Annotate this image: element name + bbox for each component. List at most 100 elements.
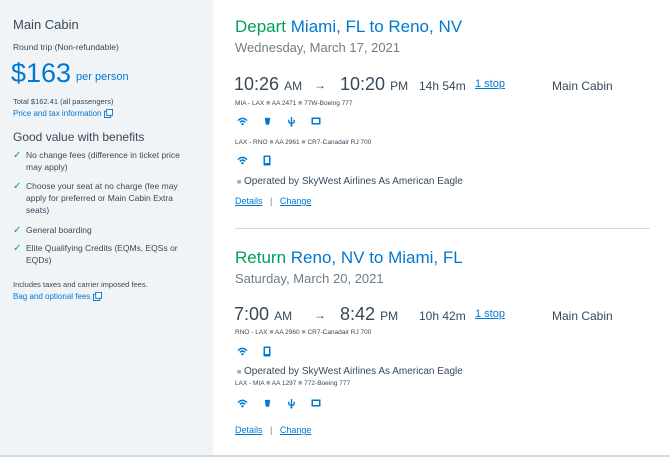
total-price: Total $162.41 (all passengers) bbox=[13, 97, 114, 106]
depart-segment-1: MIA - LAX ■ AA 2471 ■ 77W-Boeing 777 bbox=[235, 100, 353, 107]
depart-segment-2: LAX - RNO ■ AA 2961 ■ CR7-Canadair RJ 70… bbox=[235, 139, 371, 146]
cabin-title: Main Cabin bbox=[13, 17, 79, 32]
return-label: Return bbox=[235, 248, 287, 267]
benefit-line: Elite Qualifying Credits (EQMs, EQSs or bbox=[26, 243, 178, 253]
benefit-line: may apply) bbox=[26, 162, 68, 172]
flight-number: AA 2961 bbox=[275, 139, 300, 146]
benefit-text: Choose your seat at no charge (fee may a… bbox=[26, 180, 178, 216]
return-seg2-amenities bbox=[237, 395, 321, 413]
depart-change-link[interactable]: Change bbox=[279, 196, 312, 206]
food-icon bbox=[264, 400, 271, 408]
arrow-right-icon: → bbox=[314, 78, 326, 92]
return-duration: 10h 42m bbox=[419, 309, 466, 323]
return-departure-time: 7:00 AM bbox=[234, 304, 292, 325]
benefit-line: General boarding bbox=[26, 225, 92, 235]
depart-stops-link[interactable]: 1 stop bbox=[475, 78, 505, 90]
time-value: 8:42 bbox=[340, 304, 376, 324]
price-tax-info-link-label[interactable]: Price and tax information bbox=[13, 109, 102, 118]
link-separator: | bbox=[270, 196, 273, 206]
taxes-note: Includes taxes and carrier imposed fees. bbox=[13, 280, 148, 289]
benefit-item: ✓ bbox=[13, 224, 21, 237]
separator-dot: ■ bbox=[266, 100, 271, 107]
separator-dot: ■ bbox=[237, 369, 242, 376]
separator-dot: ■ bbox=[301, 329, 306, 336]
return-route: Reno, NV to Miami, FL bbox=[290, 248, 463, 267]
benefit-line: seats) bbox=[26, 205, 50, 215]
depart-route: Miami, FL to Reno, NV bbox=[290, 17, 463, 36]
flight-number: AA 1297 bbox=[271, 380, 297, 387]
benefit-item: ✓ bbox=[13, 180, 21, 193]
aircraft-type: CR7-Canadair RJ 700 bbox=[307, 329, 372, 336]
separator-dot: ■ bbox=[266, 380, 271, 387]
power-icon bbox=[287, 116, 295, 127]
bag-fees-link-label[interactable]: Bag and optional fees bbox=[13, 292, 91, 301]
trip-type: Round trip (Non-refundable) bbox=[13, 42, 119, 52]
external-link-icon bbox=[103, 109, 113, 119]
return-seg1-amenities bbox=[237, 343, 271, 361]
depart-actions: Details | Change bbox=[235, 196, 311, 206]
return-stops-link[interactable]: 1 stop bbox=[475, 308, 505, 320]
benefit-line: No change fees (difference in ticket pri… bbox=[26, 150, 180, 160]
check-icon: ✓ bbox=[13, 181, 22, 192]
return-operated-by: ■ Operated by SkyWest Airlines As Americ… bbox=[237, 366, 463, 377]
check-icon: ✓ bbox=[13, 243, 22, 254]
device-icon bbox=[263, 155, 271, 166]
return-change-link[interactable]: Change bbox=[279, 425, 312, 435]
depart-label: Depart bbox=[235, 17, 287, 36]
benefit-line: EQDs) bbox=[26, 255, 52, 265]
depart-operated-by: ■ Operated by SkyWest Airlines As Americ… bbox=[237, 176, 463, 187]
external-link-icon bbox=[92, 292, 102, 302]
return-details-link[interactable]: Details bbox=[235, 425, 263, 435]
section-divider bbox=[235, 228, 650, 229]
aircraft-type: 77W-Boeing 777 bbox=[304, 100, 353, 107]
wifi-icon bbox=[237, 399, 248, 408]
time-ampm: AM bbox=[274, 309, 293, 323]
fare-summary-panel: Main Cabin Round trip (Non-refundable) $… bbox=[0, 0, 213, 455]
benefit-item: ✓ bbox=[13, 242, 21, 255]
itinerary-panel: Depart Miami, FL to Reno, NV Wednesday, … bbox=[213, 0, 670, 455]
benefit-text: Elite Qualifying Credits (EQMs, EQSs or … bbox=[26, 242, 178, 266]
check-icon: ✓ bbox=[13, 225, 22, 236]
arrow-right-icon: → bbox=[314, 308, 326, 322]
operated-by-text: Operated by SkyWest Airlines As American… bbox=[244, 366, 463, 377]
bag-fees-link[interactable]: Bag and optional fees bbox=[13, 292, 102, 302]
segment-route: LAX - MIA bbox=[235, 380, 265, 387]
time-value: 10:20 bbox=[340, 74, 386, 94]
return-arrival-time: 8:42 PM bbox=[340, 304, 398, 325]
separator-dot: ■ bbox=[301, 139, 306, 146]
aircraft-type: CR7-Canadair RJ 700 bbox=[307, 139, 372, 146]
operated-by-text: Operated by SkyWest Airlines As American… bbox=[244, 176, 463, 187]
depart-details-link[interactable]: Details bbox=[235, 196, 263, 206]
segment-route: MIA - LAX bbox=[235, 100, 265, 107]
separator-dot: ■ bbox=[237, 179, 242, 186]
depart-cabin: Main Cabin bbox=[552, 79, 613, 93]
depart-arrival-time: 10:20 PM bbox=[340, 74, 408, 95]
depart-seg2-amenities bbox=[237, 152, 271, 170]
benefit-item: ✓ bbox=[13, 149, 21, 162]
time-ampm: PM bbox=[380, 309, 399, 323]
benefit-line: apply for preferred or Main Cabin Extra bbox=[26, 193, 173, 203]
benefits-title: Good value with benefits bbox=[13, 130, 145, 144]
depart-seg1-amenities bbox=[237, 113, 321, 131]
separator-dot: ■ bbox=[269, 329, 274, 336]
check-icon: ✓ bbox=[13, 150, 22, 161]
bottom-border bbox=[0, 455, 670, 457]
entertainment-icon bbox=[311, 117, 321, 125]
depart-date: Wednesday, March 17, 2021 bbox=[235, 40, 401, 55]
price-tax-info-link[interactable]: Price and tax information bbox=[13, 109, 113, 119]
time-value: 10:26 bbox=[234, 74, 280, 94]
separator-dot: ■ bbox=[298, 380, 303, 387]
depart-departure-time: 10:26 AM bbox=[234, 74, 302, 95]
aircraft-type: 772-Boeing 777 bbox=[304, 380, 351, 387]
return-segment-2: LAX - MIA ■ AA 1297 ■ 772-Boeing 777 bbox=[235, 380, 350, 387]
segment-route: LAX - RNO bbox=[235, 139, 268, 146]
flight-number: AA 2471 bbox=[271, 100, 297, 107]
link-separator: | bbox=[270, 425, 273, 435]
separator-dot: ■ bbox=[269, 139, 274, 146]
benefit-text: General boarding bbox=[26, 224, 92, 236]
benefit-line: Choose your seat at no charge (fee may bbox=[26, 181, 178, 191]
segment-route: RNO - LAX bbox=[235, 329, 268, 336]
wifi-icon bbox=[237, 117, 248, 126]
time-ampm: AM bbox=[284, 79, 303, 93]
per-person-label: per person bbox=[76, 71, 129, 83]
